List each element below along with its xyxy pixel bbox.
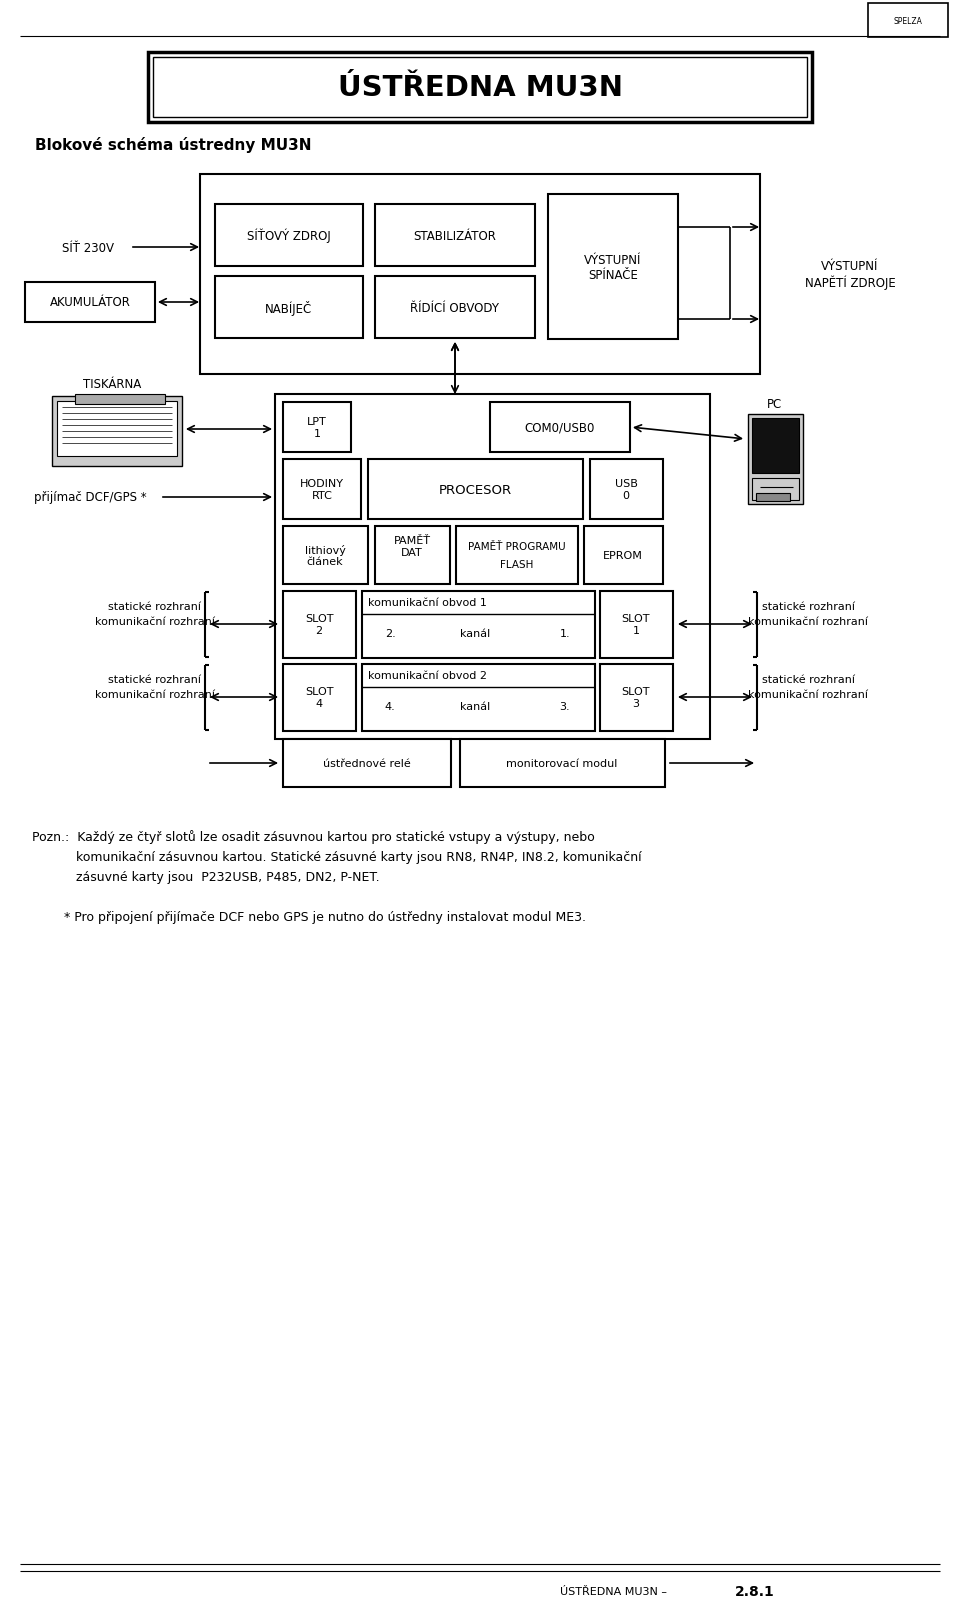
Text: SPELZA: SPELZA <box>894 16 923 26</box>
Bar <box>752 479 799 500</box>
Text: STABILIZÁTOR: STABILIZÁTOR <box>414 229 496 242</box>
Text: lithiový
článek: lithiový článek <box>304 544 346 567</box>
Bar <box>748 415 803 505</box>
Bar <box>153 58 807 118</box>
Text: FLASH: FLASH <box>500 560 534 570</box>
Text: PAMĚŤ
DAT: PAMĚŤ DAT <box>394 536 430 557</box>
Bar <box>368 460 583 520</box>
Text: SLOT
2: SLOT 2 <box>304 613 333 636</box>
Bar <box>590 460 663 520</box>
Text: USB
0: USB 0 <box>614 479 637 500</box>
Text: ŘÍDÍCÍ OBVODY: ŘÍDÍCÍ OBVODY <box>411 302 499 315</box>
Bar <box>456 526 578 584</box>
Bar <box>275 395 710 739</box>
Bar <box>756 494 790 502</box>
Bar <box>75 395 165 405</box>
Text: SLOT
4: SLOT 4 <box>304 688 333 709</box>
Text: VÝSTUPNÍ
NAPĚTÍ ZDROJE: VÝSTUPNÍ NAPĚTÍ ZDROJE <box>804 260 896 291</box>
Text: SLOT
1: SLOT 1 <box>622 613 650 636</box>
Text: ÚSTŘEDNA MU3N –: ÚSTŘEDNA MU3N – <box>560 1587 670 1596</box>
Text: EPROM: EPROM <box>603 550 643 560</box>
Text: AKUMULÁTOR: AKUMULÁTOR <box>50 297 131 310</box>
Text: SÍŤ 230V: SÍŤ 230V <box>62 242 114 255</box>
Text: statické rozhraní: statické rozhraní <box>761 675 854 684</box>
Text: PROCESOR: PROCESOR <box>439 483 512 495</box>
Text: 2.: 2. <box>385 628 396 639</box>
Bar <box>215 205 363 266</box>
Bar <box>283 739 451 788</box>
Bar <box>362 592 595 659</box>
Bar <box>283 526 368 584</box>
Bar <box>600 665 673 731</box>
Bar <box>460 739 665 788</box>
Bar <box>600 592 673 659</box>
Text: statické rozhraní: statické rozhraní <box>108 602 202 612</box>
Bar <box>283 404 351 452</box>
Text: monitorovací modul: monitorovací modul <box>506 759 617 768</box>
Bar <box>375 278 535 339</box>
Text: 3.: 3. <box>560 702 570 712</box>
Text: LPT
1: LPT 1 <box>307 416 326 439</box>
Text: TISKÁRNA: TISKÁRNA <box>83 378 141 391</box>
Text: NABÍJEČ: NABÍJEČ <box>265 300 313 315</box>
Bar <box>148 53 812 123</box>
Text: Blokové schéma ústredny MU3N: Blokové schéma ústredny MU3N <box>35 137 311 153</box>
Bar <box>200 174 760 374</box>
Text: HODINY
RTC: HODINY RTC <box>300 479 344 500</box>
Text: komunikační obvod 2: komunikační obvod 2 <box>368 670 487 681</box>
Text: kanál: kanál <box>460 628 491 639</box>
Text: komunikační rozhraní: komunikační rozhraní <box>95 689 215 699</box>
Text: přijímač DCF/GPS *: přijímač DCF/GPS * <box>34 491 146 504</box>
Text: komunikační rozhraní: komunikační rozhraní <box>748 617 868 626</box>
Text: komunikační obvod 1: komunikační obvod 1 <box>368 597 487 607</box>
Bar <box>490 404 630 452</box>
Text: komunikační rozhraní: komunikační rozhraní <box>748 689 868 699</box>
Text: statické rozhraní: statické rozhraní <box>108 675 202 684</box>
Bar <box>283 460 361 520</box>
Text: 1.: 1. <box>560 628 570 639</box>
Text: COM0/USB0: COM0/USB0 <box>525 421 595 434</box>
Bar <box>52 397 182 466</box>
Text: ústřednové relé: ústřednové relé <box>324 759 411 768</box>
Bar <box>375 205 535 266</box>
Text: VÝSTUPNÍ
SPÍNAČE: VÝSTUPNÍ SPÍNAČE <box>585 253 641 282</box>
Text: SÍŤOVÝ ZDROJ: SÍŤOVÝ ZDROJ <box>247 229 331 244</box>
Text: statické rozhraní: statické rozhraní <box>761 602 854 612</box>
Text: PAMĚŤ PROGRAMU: PAMĚŤ PROGRAMU <box>468 542 565 552</box>
Bar <box>752 418 799 473</box>
Text: 4.: 4. <box>385 702 396 712</box>
Text: Pozn.:  Každý ze čtyř slotů lze osadit zásuvnou kartou pro statické vstupy a výs: Pozn.: Každý ze čtyř slotů lze osadit zá… <box>32 830 641 923</box>
Bar <box>25 282 155 323</box>
Bar <box>57 402 177 457</box>
Bar <box>283 665 356 731</box>
Text: SLOT
3: SLOT 3 <box>622 688 650 709</box>
Bar <box>362 665 595 731</box>
Text: PC: PC <box>767 399 782 412</box>
Text: 2.8.1: 2.8.1 <box>735 1583 775 1598</box>
Bar <box>375 526 450 584</box>
Text: kanál: kanál <box>460 702 491 712</box>
Bar <box>215 278 363 339</box>
Text: komunikační rozhraní: komunikační rozhraní <box>95 617 215 626</box>
Text: ÚSTŘEDNA MU3N: ÚSTŘEDNA MU3N <box>338 74 622 102</box>
Bar <box>868 3 948 39</box>
Bar <box>584 526 663 584</box>
Bar <box>283 592 356 659</box>
Bar <box>548 195 678 341</box>
